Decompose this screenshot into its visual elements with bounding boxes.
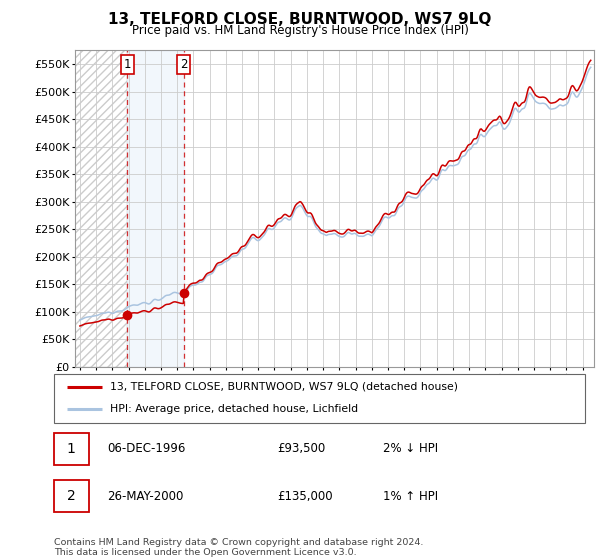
Text: 1% ↑ HPI: 1% ↑ HPI: [383, 489, 439, 503]
FancyBboxPatch shape: [54, 480, 89, 512]
Text: £93,500: £93,500: [277, 442, 325, 455]
Text: 06-DEC-1996: 06-DEC-1996: [107, 442, 185, 455]
Text: HPI: Average price, detached house, Lichfield: HPI: Average price, detached house, Lich…: [110, 404, 358, 414]
Text: £135,000: £135,000: [277, 489, 332, 503]
Text: 13, TELFORD CLOSE, BURNTWOOD, WS7 9LQ: 13, TELFORD CLOSE, BURNTWOOD, WS7 9LQ: [109, 12, 491, 27]
Text: 26-MAY-2000: 26-MAY-2000: [107, 489, 184, 503]
FancyBboxPatch shape: [54, 432, 89, 465]
Text: 1: 1: [67, 441, 76, 456]
Bar: [127, 50, 184, 367]
Text: 1: 1: [124, 58, 131, 71]
Text: Contains HM Land Registry data © Crown copyright and database right 2024.
This d: Contains HM Land Registry data © Crown c…: [54, 538, 424, 557]
Text: 13, TELFORD CLOSE, BURNTWOOD, WS7 9LQ (detached house): 13, TELFORD CLOSE, BURNTWOOD, WS7 9LQ (d…: [110, 382, 458, 392]
Text: 2% ↓ HPI: 2% ↓ HPI: [383, 442, 439, 455]
FancyBboxPatch shape: [54, 374, 585, 423]
Text: 2: 2: [67, 489, 76, 503]
Text: Price paid vs. HM Land Registry's House Price Index (HPI): Price paid vs. HM Land Registry's House …: [131, 24, 469, 37]
Text: 2: 2: [180, 58, 187, 71]
